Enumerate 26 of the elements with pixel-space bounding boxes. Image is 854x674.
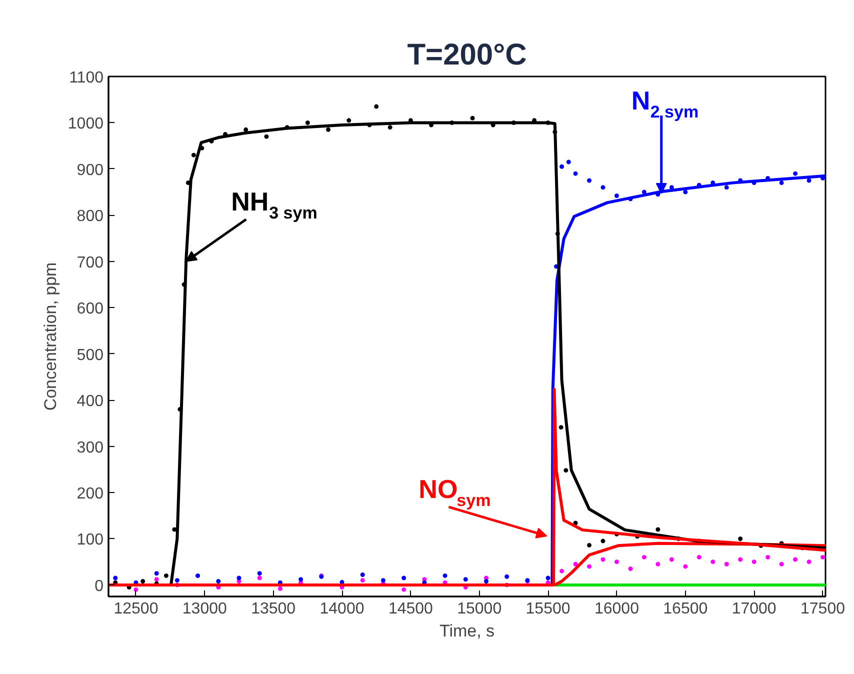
x-tick-label: 15500 [526, 600, 570, 618]
x-tick-label: 16500 [663, 600, 708, 618]
chart-title: T=200°C [407, 38, 527, 72]
y-tick-label: 300 [76, 439, 104, 456]
y-tick-label: 400 [76, 393, 104, 410]
x-tick-label: 13000 [182, 600, 227, 618]
x-tick-label: 13500 [251, 600, 296, 618]
y-tick-label: 600 [76, 300, 104, 318]
y-tick-label: 800 [76, 208, 104, 226]
y-tick-label: 200 [76, 486, 104, 502]
y-tick-label: 1100 [69, 70, 104, 86]
y-tick-label: 100 [76, 532, 104, 549]
y-tick-label: 900 [76, 162, 104, 179]
y-tick-label: 1000 [68, 116, 104, 133]
x-axis-title: Time, s [439, 622, 495, 640]
x-tick-label: 14500 [388, 600, 434, 618]
x-tick-label: 17000 [732, 600, 776, 618]
x-tick-label: 16000 [594, 600, 640, 618]
x-tick-label: 14000 [320, 600, 364, 618]
x-tick-label: 17500 [800, 600, 846, 618]
y-tick-label: 0 [94, 578, 104, 595]
y-tick-label: 700 [76, 254, 104, 272]
y-axis-title: Concentration, ppm [40, 262, 60, 411]
y-tick-label: 500 [76, 346, 104, 364]
x-tick-label: 12500 [114, 600, 158, 618]
x-tick-label: 15000 [457, 600, 502, 618]
